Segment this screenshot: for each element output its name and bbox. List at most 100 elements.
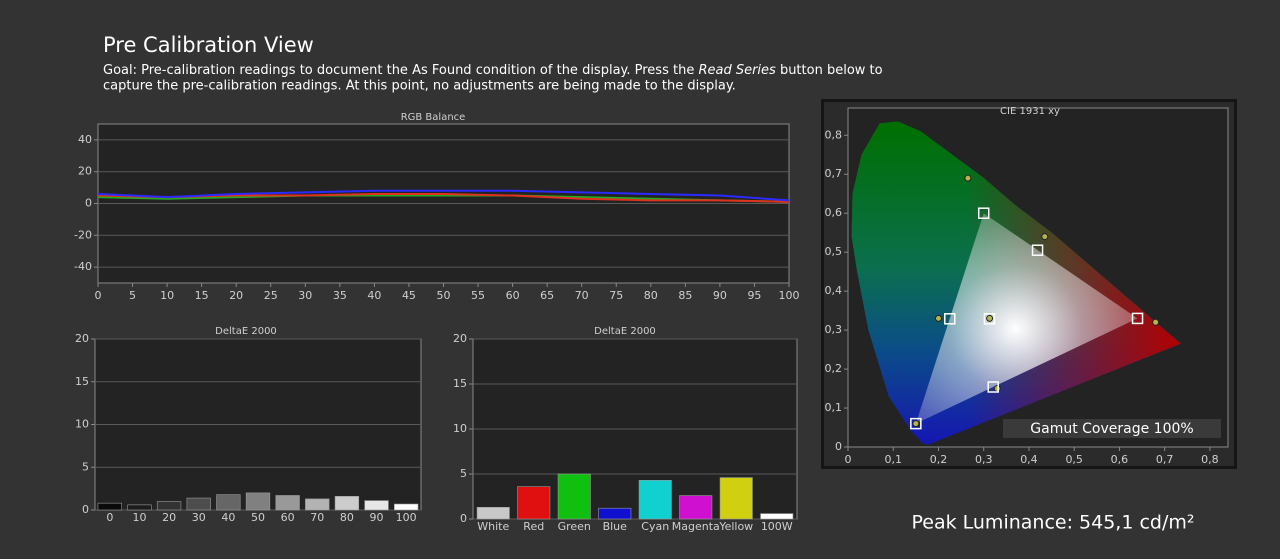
target-point (910, 417, 922, 430)
bar (127, 504, 152, 511)
target-point (983, 313, 996, 325)
x-tick-label: 90 (713, 289, 727, 302)
bar (216, 494, 241, 511)
x-tick-label: Blue (603, 520, 628, 533)
y-tick-label: 15 (75, 375, 89, 388)
x-tick-label: 20 (162, 511, 176, 524)
gamut-triangle-glow (915, 213, 1138, 424)
series-line (97, 194, 790, 203)
bar (679, 495, 713, 520)
measured-point (964, 174, 972, 182)
y-tick-label: 0 (460, 512, 467, 525)
bar (638, 479, 672, 520)
x-tick-label: 70 (575, 289, 589, 302)
x-tick-label: 0,7 (1156, 453, 1174, 466)
x-tick-label: 5 (129, 289, 136, 302)
x-tick-label: 50 (251, 511, 265, 524)
x-tick-label: White (477, 520, 509, 533)
measured-point (986, 314, 994, 322)
x-tick-label: 100 (779, 289, 800, 302)
bar (305, 498, 330, 511)
target-point (1131, 312, 1144, 325)
chart-title: RGB Balance (401, 112, 466, 123)
x-tick-label: 30 (192, 511, 206, 524)
y-tick-label: 0 (82, 503, 89, 516)
y-tick-label: 0,8 (825, 128, 843, 141)
x-tick-label: 30 (298, 289, 312, 302)
x-tick-label: Magenta (672, 520, 720, 533)
x-tick-label: 55 (471, 289, 485, 302)
x-tick-label: 85 (678, 289, 692, 302)
y-tick-label: 0,4 (825, 284, 843, 297)
x-tick-label: 75 (609, 289, 623, 302)
y-tick-label: 20 (453, 332, 467, 345)
y-tick-label: 0,5 (825, 245, 843, 258)
bar (517, 486, 551, 520)
y-tick-label: 20 (75, 332, 89, 345)
bar (598, 507, 632, 520)
x-tick-label: 20 (229, 289, 243, 302)
x-tick-label: 0,5 (1065, 453, 1083, 466)
x-tick-label: 100W (761, 520, 793, 533)
bar (394, 503, 419, 511)
gamut-coverage: Gamut Coverage 100% (1030, 421, 1193, 437)
bar (334, 496, 360, 511)
y-tick-label: 5 (82, 460, 89, 473)
bar (97, 502, 122, 511)
y-tick-label: -40 (74, 260, 92, 273)
x-tick-label: 10 (132, 511, 146, 524)
measured-point (934, 314, 942, 322)
x-tick-label: 0,3 (975, 453, 993, 466)
bar (364, 500, 389, 511)
y-tick-label: 40 (78, 133, 92, 146)
y-tick-label: 5 (460, 467, 467, 480)
y-tick-label: 0,6 (825, 206, 843, 219)
x-tick-label: 35 (333, 289, 347, 302)
x-tick-label: 40 (221, 511, 235, 524)
y-tick-label: 0,3 (825, 323, 843, 336)
goal-text: button below to (776, 63, 883, 78)
x-tick-label: Red (523, 520, 544, 533)
x-tick-label: 0 (95, 289, 102, 302)
x-tick-label: 95 (747, 289, 761, 302)
page-title: Pre Calibration View (103, 33, 314, 57)
y-tick-label: 0,2 (825, 362, 843, 375)
x-tick-label: 0,4 (1020, 453, 1038, 466)
chart-title: DeltaE 2000 (215, 326, 277, 337)
x-tick-label: 10 (160, 289, 174, 302)
measured-point (1041, 233, 1049, 241)
button-reference: Read Series (698, 63, 776, 78)
measured-point (993, 385, 1001, 393)
bar (275, 495, 300, 511)
x-tick-label: 45 (402, 289, 416, 302)
goal-text: Goal: Pre-calibration readings to docume… (103, 63, 883, 78)
chart-title: DeltaE 2000 (594, 326, 656, 337)
y-tick-label: 10 (75, 418, 89, 431)
y-tick-label: 20 (78, 165, 92, 178)
x-tick-label: 0,2 (930, 453, 948, 466)
x-tick-label: 25 (264, 289, 278, 302)
target-point (977, 207, 990, 219)
goal-text: Goal: Pre-calibration readings to docume… (103, 63, 698, 78)
y-tick-label: 0 (835, 440, 842, 453)
x-tick-label: 100 (396, 511, 417, 524)
y-tick-label: 15 (453, 377, 467, 390)
x-tick-label: 50 (437, 289, 451, 302)
x-tick-label: 40 (367, 289, 381, 302)
bar (186, 497, 211, 511)
series-line (97, 189, 790, 202)
bar (557, 473, 591, 520)
peak-luminance: Peak Luminance: 545,1 cd/m² (911, 512, 1194, 534)
goal-text: capture the pre-calibration readings. At… (103, 79, 736, 94)
x-tick-label: Yellow (718, 520, 753, 533)
series-line (97, 192, 790, 203)
x-tick-label: 70 (310, 511, 324, 524)
bar (476, 506, 510, 520)
x-tick-label: 80 (644, 289, 658, 302)
y-tick-label: 0,7 (825, 167, 843, 180)
x-tick-label: 60 (281, 511, 295, 524)
target-point (1031, 244, 1044, 256)
measured-point (1152, 318, 1160, 326)
